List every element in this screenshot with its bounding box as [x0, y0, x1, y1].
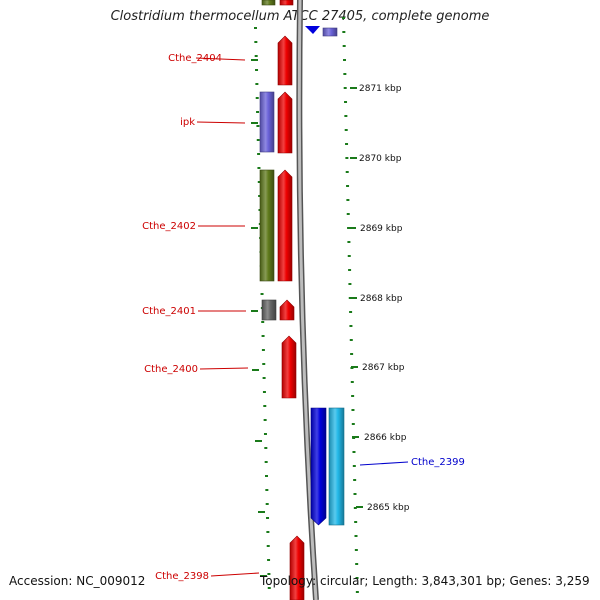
- label-leader: [196, 121, 246, 124]
- label-leader: [210, 572, 260, 577]
- gene-top-blue: [305, 26, 320, 34]
- tick-marks: [251, 17, 363, 593]
- gene-ipk: [277, 91, 293, 154]
- gene-features: [259, 0, 345, 600]
- accession-text: Accession: NC_009012: [9, 574, 146, 588]
- gene-label: Cthe_2401: [142, 306, 196, 317]
- scale-label: 2869 kbp: [360, 224, 403, 234]
- gene-cyan: [328, 407, 345, 526]
- gene-gray: [261, 299, 277, 321]
- gene-Cthe_2402: [277, 169, 293, 282]
- gene-olive: [259, 169, 275, 282]
- gene-label: Cthe_2398: [155, 571, 209, 582]
- gene-label: ipk: [180, 117, 195, 128]
- gene-Cthe_2398: [289, 535, 305, 600]
- label-leader: [195, 57, 246, 61]
- gene-Cthe_2399: [310, 407, 327, 526]
- genome-summary-text: Topology: circular; Length: 3,843,301 bp…: [260, 574, 590, 588]
- gene-Cthe_2401: [279, 299, 295, 321]
- label-leader: [199, 367, 249, 370]
- scale-label: 2870 kbp: [359, 154, 402, 164]
- scale-label: 2865 kbp: [367, 503, 410, 513]
- gene-top-olive: [261, 0, 276, 6]
- scale-labels: 2871 kbp 2870 kbp 2869 kbp 2868 kbp 2867 kbp…: [359, 84, 410, 513]
- gene-Cthe_2404: [277, 35, 293, 86]
- gene-top-red: [279, 0, 294, 6]
- gene-Cthe_2400: [281, 335, 297, 399]
- scale-label: 2866 kbp: [364, 433, 407, 443]
- gene-label: Cthe_2402: [142, 221, 196, 232]
- gene-top-purple: [322, 27, 338, 37]
- label-leader: [359, 461, 409, 466]
- scale-label: 2868 kbp: [360, 294, 403, 304]
- gene-label: Cthe_2399: [411, 457, 465, 468]
- gene-ipk-purple: [259, 91, 275, 153]
- gene-label: Cthe_2400: [144, 364, 198, 375]
- scale-label: 2867 kbp: [362, 363, 405, 373]
- gene-label: Cthe_2404: [168, 53, 222, 64]
- scale-label: 2871 kbp: [359, 84, 402, 94]
